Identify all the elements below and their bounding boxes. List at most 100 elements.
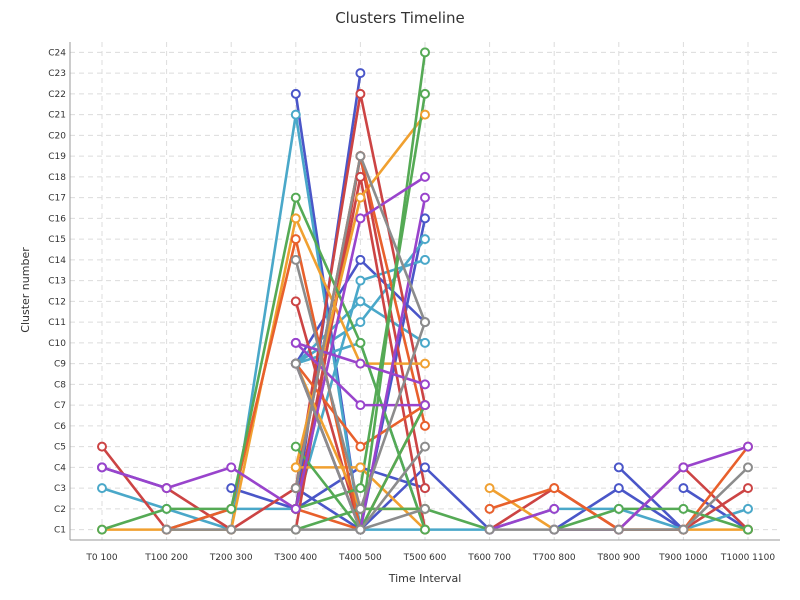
- data-point: [355, 317, 366, 328]
- axes: [69, 42, 780, 541]
- y-tick-labels: C1 C2 C3 C4 C5 C6 C7 C8 C9 C10 C11 C12 C13 C14 C15 C16 C…: [48, 48, 66, 535]
- data-point: [226, 483, 237, 494]
- x-tick-label: T600 700: [467, 553, 511, 563]
- y-tick-label: C10: [48, 339, 66, 349]
- series-line: [682, 486, 750, 531]
- y-tick-label: C22: [48, 90, 66, 100]
- y-axis-title: Cluster number: [19, 247, 32, 333]
- data-point: [678, 462, 689, 473]
- data-point: [355, 462, 366, 473]
- data-point: [420, 462, 430, 473]
- data-point: [743, 503, 753, 514]
- data-point: [420, 47, 430, 58]
- data-point: [290, 254, 301, 265]
- y-tick-label: C13: [48, 277, 66, 287]
- data-point: [290, 483, 301, 494]
- y-tick-label: C20: [48, 131, 66, 141]
- data-point: [290, 524, 301, 535]
- data-point: [420, 254, 430, 265]
- data-point: [355, 171, 366, 182]
- data-point: [420, 317, 430, 328]
- y-tick-label: C4: [54, 463, 66, 473]
- data-point: [420, 171, 430, 182]
- data-point: [420, 379, 430, 390]
- data-point: [678, 503, 689, 514]
- data-point: [420, 483, 430, 494]
- data-point: [420, 441, 430, 452]
- series-line: [100, 175, 427, 511]
- data-point: [161, 524, 172, 535]
- data-point: [420, 88, 430, 99]
- data-point: [290, 462, 301, 473]
- y-tick-label: C7: [54, 401, 66, 411]
- series-42: [488, 507, 556, 531]
- data-point: [355, 524, 366, 535]
- data-point: [290, 441, 301, 452]
- data-point: [290, 192, 301, 203]
- x-tick-label: T1000 1100: [720, 553, 775, 563]
- data-point: [420, 192, 430, 203]
- y-tick-label: C15: [48, 235, 66, 245]
- data-point: [290, 88, 301, 99]
- series-line: [294, 507, 491, 531]
- data-point: [484, 483, 495, 494]
- data-point: [97, 462, 107, 473]
- series-line: [100, 445, 168, 531]
- data-point: [420, 358, 430, 369]
- data-point: [290, 337, 301, 348]
- y-tick-label: C23: [48, 69, 66, 79]
- data-point: [355, 296, 366, 307]
- data-point: [355, 441, 366, 452]
- data-point: [355, 503, 366, 514]
- y-tick-label: C11: [48, 318, 66, 328]
- data-point: [613, 524, 624, 535]
- x-tick-label: T900 1000: [658, 553, 708, 563]
- y-tick-label: C9: [54, 360, 66, 370]
- data-point: [743, 524, 753, 535]
- data-point: [420, 234, 430, 245]
- y-tick-label: C12: [48, 297, 66, 307]
- y-tick-label: C17: [48, 194, 66, 204]
- data-point: [355, 192, 366, 203]
- data-point: [549, 524, 560, 535]
- data-point: [420, 213, 430, 224]
- y-tick-label: C5: [54, 443, 66, 453]
- data-point: [420, 109, 430, 120]
- data-point: [613, 462, 624, 473]
- data-point: [355, 400, 366, 411]
- x-tick-label: T0 100: [85, 553, 118, 563]
- y-tick-label: C8: [54, 380, 66, 390]
- x-tick-labels: T0 100 T100 200 T200 300 T300 400 T400 500 T5…: [85, 553, 775, 563]
- series-36: [552, 507, 750, 531]
- y-tick-label: C6: [54, 422, 66, 432]
- data-point: [420, 337, 430, 348]
- data-point: [226, 503, 237, 514]
- y-tick-label: C14: [48, 256, 66, 266]
- y-tick-label: C21: [48, 111, 66, 121]
- data-point: [549, 503, 560, 514]
- data-point: [355, 275, 366, 286]
- y-tick-label: C3: [54, 484, 66, 494]
- data-point: [97, 441, 107, 452]
- x-tick-label: T100 200: [144, 553, 188, 563]
- series-line: [488, 507, 556, 531]
- x-axis-title: Time Interval: [388, 572, 462, 585]
- data-point: [355, 88, 366, 99]
- data-point: [420, 400, 430, 411]
- data-point: [355, 337, 366, 348]
- data-point: [484, 503, 495, 514]
- data-point: [743, 441, 753, 452]
- series-20: [682, 486, 750, 531]
- x-tick-label: T300 400: [273, 553, 317, 563]
- data-point: [743, 462, 753, 473]
- y-tick-label: C16: [48, 214, 66, 224]
- data-point: [290, 358, 301, 369]
- y-tick-label: C2: [54, 505, 66, 515]
- data-point: [613, 483, 624, 494]
- data-point: [420, 420, 430, 431]
- data-point: [226, 462, 237, 473]
- data-point: [678, 483, 689, 494]
- data-point: [290, 109, 301, 120]
